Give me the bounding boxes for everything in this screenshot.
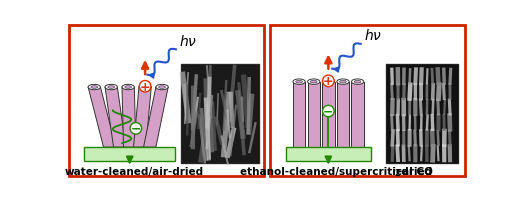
FancyBboxPatch shape (337, 82, 349, 147)
Ellipse shape (122, 85, 134, 90)
FancyBboxPatch shape (69, 26, 265, 176)
Text: 2: 2 (395, 168, 400, 177)
Ellipse shape (354, 81, 361, 84)
FancyBboxPatch shape (270, 26, 466, 176)
Ellipse shape (325, 81, 332, 84)
FancyBboxPatch shape (322, 82, 335, 147)
Ellipse shape (108, 86, 115, 89)
Polygon shape (144, 88, 168, 147)
FancyBboxPatch shape (351, 82, 364, 147)
Ellipse shape (311, 81, 317, 84)
Ellipse shape (307, 80, 320, 85)
Ellipse shape (91, 86, 98, 89)
Text: ethanol-cleaned/supercritical CO: ethanol-cleaned/supercritical CO (240, 166, 433, 176)
Polygon shape (105, 88, 126, 147)
Circle shape (323, 106, 334, 117)
Circle shape (130, 123, 141, 134)
Ellipse shape (88, 85, 100, 90)
Circle shape (139, 81, 151, 93)
Text: -dried: -dried (398, 166, 433, 176)
Ellipse shape (340, 81, 347, 84)
FancyBboxPatch shape (286, 147, 371, 161)
FancyBboxPatch shape (84, 147, 175, 161)
Text: −: − (323, 105, 334, 118)
Ellipse shape (295, 81, 302, 84)
FancyBboxPatch shape (293, 82, 305, 147)
Ellipse shape (337, 80, 349, 85)
Ellipse shape (125, 86, 132, 89)
Text: $h\nu$: $h\nu$ (364, 28, 382, 43)
Text: −: − (130, 122, 141, 135)
Ellipse shape (159, 86, 165, 89)
Circle shape (323, 76, 334, 87)
Text: +: + (140, 80, 150, 93)
Text: +: + (323, 75, 334, 88)
Text: $h\nu$: $h\nu$ (179, 34, 197, 49)
Ellipse shape (105, 85, 117, 90)
FancyBboxPatch shape (181, 65, 260, 164)
Ellipse shape (322, 80, 335, 85)
Ellipse shape (141, 86, 148, 89)
Ellipse shape (351, 80, 364, 85)
FancyBboxPatch shape (386, 65, 459, 164)
Polygon shape (88, 88, 116, 147)
Ellipse shape (156, 85, 168, 90)
Ellipse shape (139, 85, 151, 90)
FancyBboxPatch shape (307, 82, 320, 147)
Text: water-cleaned/air-dried: water-cleaned/air-dried (65, 166, 204, 176)
Ellipse shape (293, 80, 305, 85)
Polygon shape (122, 88, 136, 147)
Polygon shape (134, 88, 151, 147)
